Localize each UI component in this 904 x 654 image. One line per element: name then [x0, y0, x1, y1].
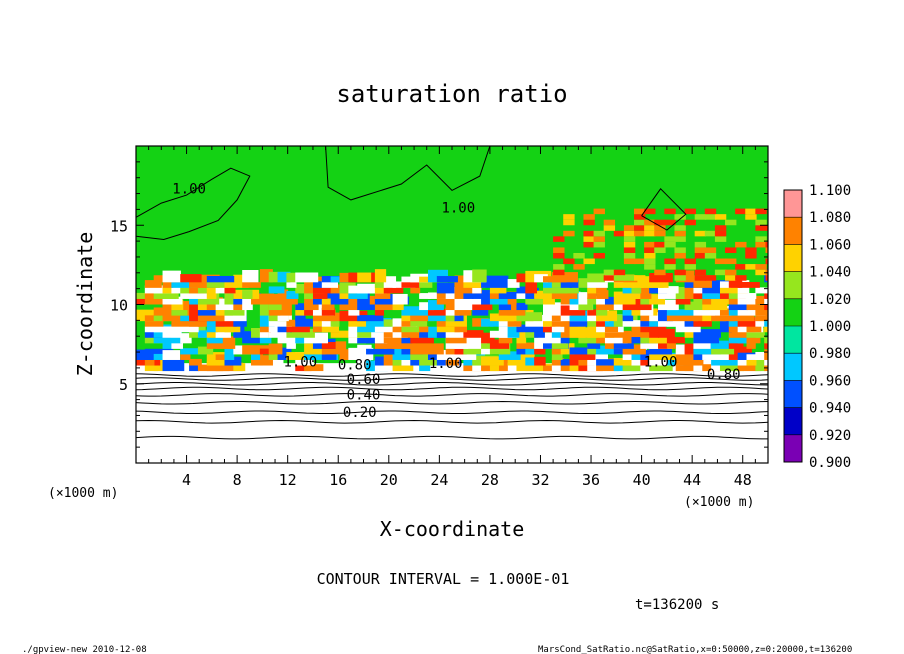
x-tick-label: 36 [582, 471, 600, 489]
contour-label: 0.80 [707, 367, 741, 383]
contour-label: 1.00 [441, 201, 475, 217]
chart-title: saturation ratio [336, 80, 567, 108]
colorbar-label: 1.100 [809, 183, 851, 199]
colorbar-label: 1.080 [809, 210, 851, 226]
x-tick-label: 28 [481, 471, 499, 489]
supersaturated-patch [553, 208, 768, 281]
y-tick-label: 15 [110, 217, 128, 235]
contour-labels: 1.001.001.00 1.00 1.000.800.800.600.400.20 [172, 182, 740, 421]
x-tick-label: 20 [380, 471, 398, 489]
contour-label: 0.20 [343, 405, 377, 421]
x-axis-label: X-coordinate [380, 517, 525, 541]
x-tick-label: 32 [531, 471, 549, 489]
colorbar-swatch [784, 326, 802, 354]
contour-label: 0.40 [347, 388, 381, 404]
colorbar-swatch [784, 434, 802, 462]
colorbar-label: 0.920 [809, 428, 851, 444]
colorbar-swatch [784, 407, 802, 435]
contour-label: 1.00 [644, 354, 678, 370]
colorbar-swatch [784, 217, 802, 245]
x-tick-label: 48 [734, 471, 752, 489]
y-axis-ticks: 5 10 15 [110, 161, 768, 448]
x-tick-label: 4 [182, 471, 191, 489]
x-unit-left: (×1000 m) [48, 486, 118, 501]
x-tick-label: 8 [233, 471, 242, 489]
colorbar-swatch [784, 353, 802, 381]
colorbar-label: 1.060 [809, 237, 851, 253]
footer-left: ./gpview-new 2010-12-08 [22, 645, 147, 654]
contour-label: 0.60 [347, 372, 381, 388]
colorbar-label: 0.940 [809, 401, 851, 417]
y-tick-label: 10 [110, 297, 128, 315]
y-axis-label: Z-coordinate [73, 232, 97, 377]
colorbar-swatch [784, 380, 802, 408]
plot-area: 1.001.001.00 1.00 1.000.800.800.600.400.20 [136, 146, 768, 463]
x-tick-label: 16 [329, 471, 347, 489]
colorbar-swatch [784, 244, 802, 272]
footer-right: MarsCond_SatRatio.nc@SatRatio,x=0:50000,… [538, 645, 852, 654]
x-tick-label: 40 [633, 471, 651, 489]
x-unit-right: (×1000 m) [684, 495, 754, 510]
contour-interval-text: CONTOUR INTERVAL = 1.000E-01 [317, 570, 570, 588]
contour-label: 1.00 [172, 182, 206, 198]
x-axis-ticks: 4 8 12 16 20 24 28 32 36 40 44 48 [148, 146, 756, 489]
colorbar-label: 0.960 [809, 373, 851, 389]
contour-label: 1.00 [429, 356, 463, 372]
contour-lines [136, 146, 768, 440]
colorbar-swatch [784, 271, 802, 299]
colorbar-label: 0.900 [809, 455, 851, 471]
y-tick-label: 5 [119, 376, 128, 394]
colorbar-swatch [784, 190, 802, 218]
x-tick-label: 12 [279, 471, 297, 489]
colorbar-label: 1.020 [809, 292, 851, 308]
contour-label: 0.80 [338, 357, 372, 373]
colorbar-label: 1.000 [809, 319, 851, 335]
colorbar-label: 1.040 [809, 265, 851, 281]
colorbar-label: 0.980 [809, 346, 851, 362]
contour-label: 1.00 [283, 354, 317, 370]
cloud-band-cells [136, 269, 768, 372]
x-tick-label: 24 [430, 471, 448, 489]
colorbar: 0.900 0.920 0.940 0.960 0.980 1.000 1.020 1.040… [783, 183, 851, 471]
time-label: t=136200 s [635, 597, 719, 613]
x-tick-label: 44 [683, 471, 701, 489]
colorbar-swatch [784, 298, 802, 326]
